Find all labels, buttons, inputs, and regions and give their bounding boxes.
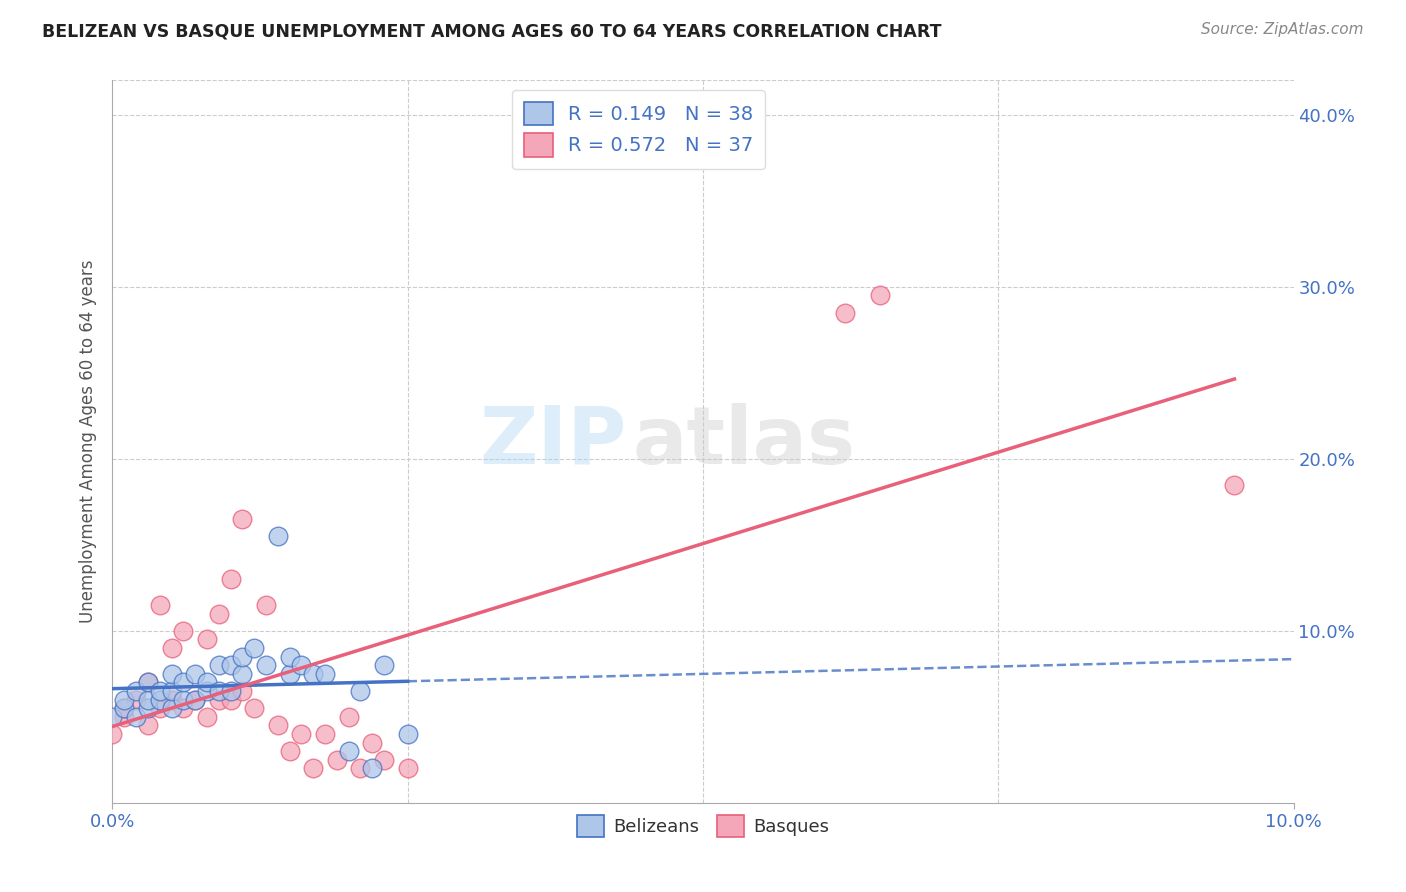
Point <box>112 710 135 724</box>
Point <box>101 727 124 741</box>
Text: atlas: atlas <box>633 402 855 481</box>
Point <box>219 572 242 586</box>
Legend: Belizeans, Basques: Belizeans, Basques <box>569 808 837 845</box>
Point <box>101 710 124 724</box>
Point <box>254 658 277 673</box>
Point <box>231 649 253 664</box>
Point <box>1223 477 1246 491</box>
Point <box>160 684 183 698</box>
Point <box>267 529 290 543</box>
Point <box>136 675 159 690</box>
Point <box>337 710 360 724</box>
Point <box>136 718 159 732</box>
Point <box>243 640 266 655</box>
Point <box>184 666 207 681</box>
Point <box>337 744 360 758</box>
Point <box>267 718 290 732</box>
Point <box>160 640 183 655</box>
Y-axis label: Unemployment Among Ages 60 to 64 years: Unemployment Among Ages 60 to 64 years <box>79 260 97 624</box>
Point <box>136 675 159 690</box>
Point <box>195 710 218 724</box>
Text: BELIZEAN VS BASQUE UNEMPLOYMENT AMONG AGES 60 TO 64 YEARS CORRELATION CHART: BELIZEAN VS BASQUE UNEMPLOYMENT AMONG AG… <box>42 22 942 40</box>
Point <box>278 666 301 681</box>
Point <box>278 744 301 758</box>
Point <box>160 666 183 681</box>
Point <box>361 761 384 775</box>
Point <box>869 288 891 302</box>
Point <box>302 666 325 681</box>
Point <box>149 692 172 706</box>
Point <box>243 701 266 715</box>
Point <box>314 727 336 741</box>
Point <box>195 675 218 690</box>
Point <box>195 684 218 698</box>
Point <box>208 684 231 698</box>
Point <box>149 598 172 612</box>
Point <box>396 761 419 775</box>
Point <box>314 666 336 681</box>
Point <box>349 684 371 698</box>
Point <box>290 658 312 673</box>
Point <box>373 753 395 767</box>
Point <box>125 710 148 724</box>
Point <box>172 675 194 690</box>
Text: Source: ZipAtlas.com: Source: ZipAtlas.com <box>1201 22 1364 37</box>
Point <box>112 701 135 715</box>
Point <box>125 684 148 698</box>
Point <box>349 761 371 775</box>
Point <box>172 701 194 715</box>
Point <box>172 624 194 638</box>
Point <box>112 701 135 715</box>
Point <box>396 727 419 741</box>
Point <box>125 692 148 706</box>
Point <box>136 701 159 715</box>
Point <box>149 701 172 715</box>
Point <box>361 735 384 749</box>
Point <box>290 727 312 741</box>
Point <box>231 684 253 698</box>
Point <box>184 692 207 706</box>
Point <box>254 598 277 612</box>
Point <box>834 305 856 319</box>
Point <box>231 666 253 681</box>
Point <box>184 692 207 706</box>
Point <box>326 753 349 767</box>
Point <box>136 692 159 706</box>
Point <box>219 658 242 673</box>
Point <box>219 692 242 706</box>
Point <box>219 684 242 698</box>
Point <box>160 701 183 715</box>
Point <box>208 692 231 706</box>
Point <box>112 692 135 706</box>
Point <box>195 632 218 647</box>
Point <box>302 761 325 775</box>
Point <box>278 649 301 664</box>
Point <box>172 692 194 706</box>
Point <box>231 512 253 526</box>
Point <box>160 692 183 706</box>
Point <box>208 658 231 673</box>
Text: ZIP: ZIP <box>479 402 626 481</box>
Point <box>208 607 231 621</box>
Point <box>373 658 395 673</box>
Point <box>149 684 172 698</box>
